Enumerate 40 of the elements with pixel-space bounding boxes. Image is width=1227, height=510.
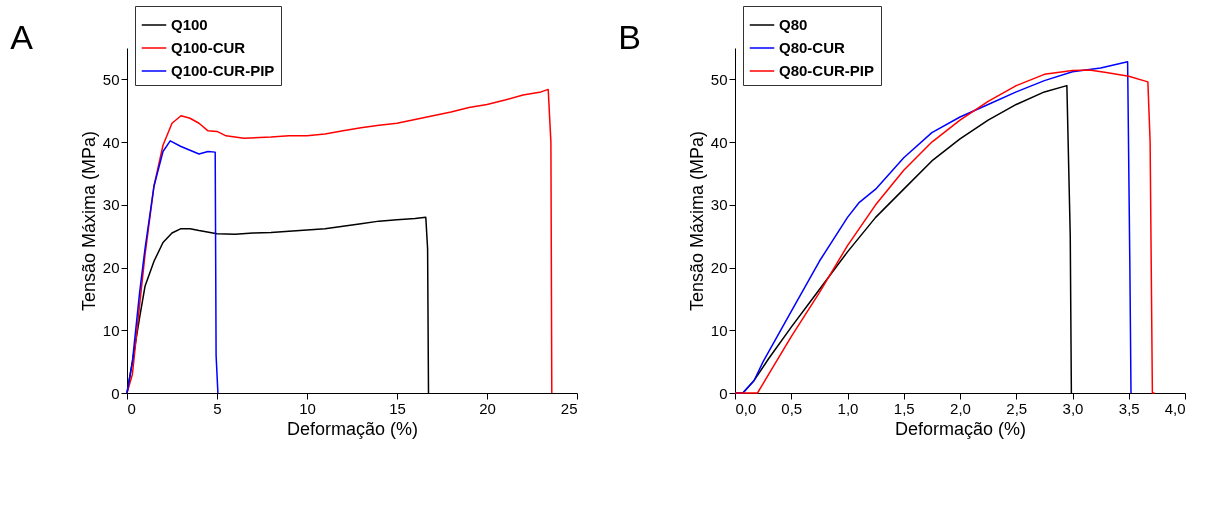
- x-tick-label: 0,0: [735, 399, 757, 417]
- y-tick-label: 50: [710, 70, 728, 88]
- y-axis-title: Tensão Máxima (MPa): [686, 130, 707, 312]
- x-axis-title: Deformação (%): [286, 418, 419, 439]
- legend-label: Q80-CUR-PIP: [779, 62, 875, 79]
- y-tick-label: 20: [102, 259, 120, 277]
- y-tick-label: 30: [710, 196, 728, 214]
- y-tick-label: 10: [710, 321, 728, 339]
- x-tick-label: 2,0: [950, 399, 971, 417]
- x-tick-label: 25: [560, 399, 578, 417]
- x-tick-label: 3,5: [1118, 399, 1140, 417]
- y-tick-label: 20: [710, 259, 728, 277]
- y-axis-title: Tensão Máxima (MPa): [78, 130, 99, 312]
- x-tick-label: 20: [479, 399, 496, 417]
- y-tick-label: 0: [111, 384, 120, 402]
- legend-label: Q100: [171, 16, 208, 33]
- x-tick-label: 15: [389, 399, 406, 417]
- legend-label: Q100-CUR: [171, 39, 246, 56]
- x-tick-label: 1,5: [893, 399, 915, 417]
- x-tick-label: 2,5: [1006, 399, 1028, 417]
- x-axis-title: Deformação (%): [894, 418, 1027, 439]
- y-tick-label: 40: [710, 133, 728, 151]
- y-tick-label: 10: [102, 321, 120, 339]
- x-tick-label: 3,0: [1062, 399, 1084, 417]
- x-tick-label: 4,0: [1164, 399, 1186, 417]
- x-tick-label: 1,0: [837, 399, 859, 417]
- x-tick-label: 5: [213, 399, 222, 417]
- legend-label: Q80-CUR: [779, 39, 846, 56]
- legend-label: Q100-CUR-PIP: [171, 62, 275, 79]
- chart-title: B: [618, 17, 641, 56]
- line-series: [126, 140, 219, 394]
- y-tick-label: 30: [102, 196, 120, 214]
- x-tick-label: 0,5: [781, 399, 803, 417]
- y-tick-label: 0: [719, 384, 728, 402]
- x-tick-label: 10: [299, 399, 316, 417]
- x-tick-label: 0: [127, 399, 136, 417]
- y-tick-label: 50: [102, 70, 120, 88]
- y-tick-label: 40: [102, 133, 120, 151]
- legend-label: Q80: [779, 16, 808, 33]
- chart-title: A: [10, 17, 34, 56]
